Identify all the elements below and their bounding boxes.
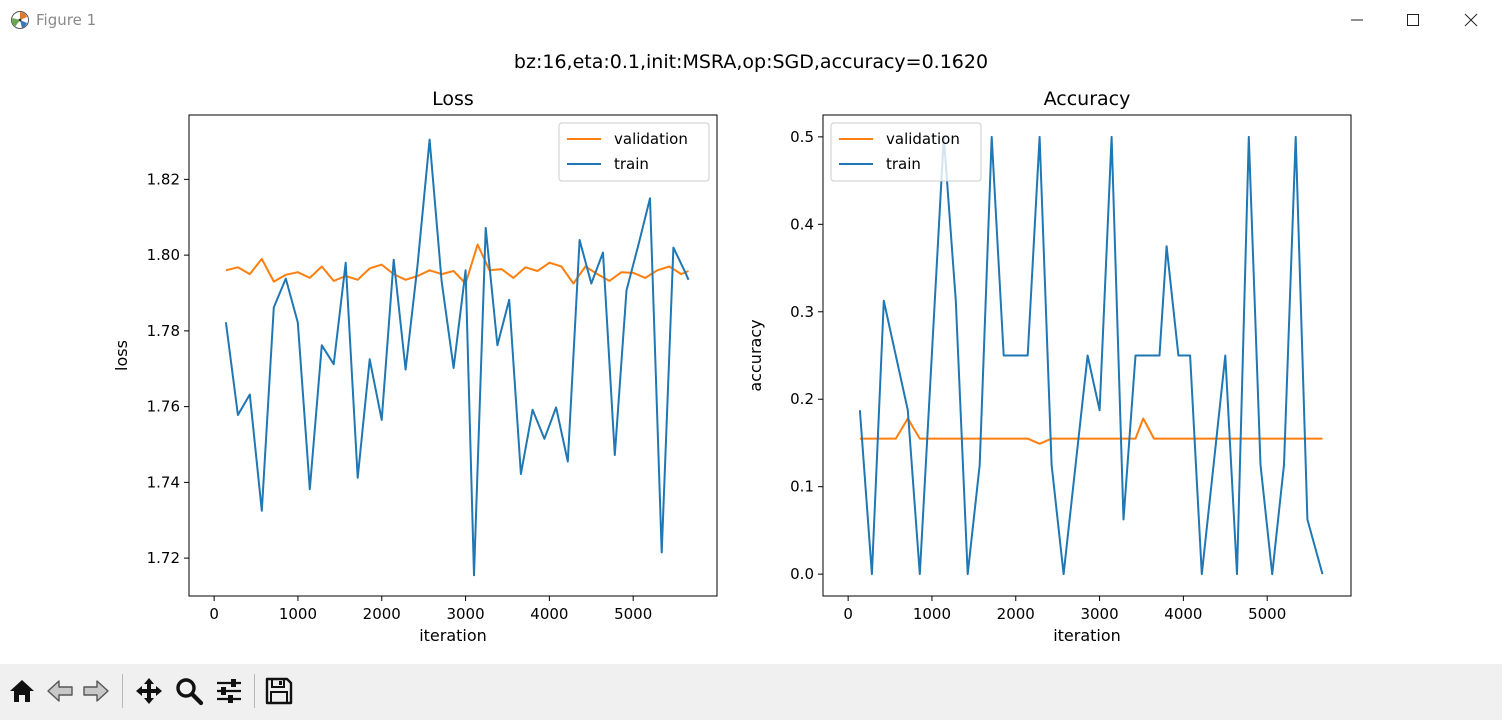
subplot-title: Loss — [432, 88, 474, 110]
x-axis-label: iteration — [419, 626, 487, 645]
floppy-disk-icon — [265, 677, 293, 705]
maximize-button[interactable] — [1384, 0, 1442, 40]
zoom-button[interactable] — [172, 674, 206, 708]
legend-label-train: train — [614, 155, 649, 173]
series-line-train — [858, 135, 1324, 576]
x-tick-label: 5000 — [1248, 605, 1286, 623]
x-tick-label: 0 — [843, 605, 853, 623]
navigation-toolbar — [0, 664, 1502, 720]
y-tick-label: 0.4 — [790, 215, 814, 233]
x-tick-label: 4000 — [530, 605, 568, 623]
maximize-icon — [1407, 14, 1419, 26]
legend-box — [558, 122, 710, 182]
x-tick-label: 2000 — [997, 605, 1035, 623]
y-tick-label: 1.82 — [147, 170, 180, 188]
window-titlebar: Figure 1 — [0, 0, 1502, 40]
configure-subplots-button[interactable] — [212, 674, 246, 708]
x-tick-label: 5000 — [614, 605, 652, 623]
arrow-right-icon — [83, 680, 109, 702]
series-line-validation — [859, 417, 1323, 445]
legend-label-validation: validation — [614, 130, 688, 148]
y-tick-label: 0.3 — [790, 303, 814, 321]
matplotlib-logo-icon — [11, 11, 29, 29]
y-tick-label: 0.5 — [790, 128, 814, 146]
pan-button[interactable] — [132, 674, 166, 708]
legend: validation train — [830, 122, 982, 182]
move-icon — [136, 678, 162, 704]
y-axis-label: loss — [112, 340, 131, 371]
x-tick-label: 1000 — [279, 605, 317, 623]
figure-svg: bz:16,eta:0.1,init:MSRA,op:SGD,accuracy=… — [112, 51, 1352, 645]
close-icon — [1464, 13, 1478, 27]
window-title: Figure 1 — [36, 11, 97, 29]
subplot-title: Accuracy — [1044, 88, 1131, 110]
y-tick-label: 0.2 — [790, 390, 814, 408]
arrow-left-icon — [47, 680, 73, 702]
close-window-button[interactable] — [1442, 0, 1500, 40]
forward-button[interactable] — [79, 674, 113, 708]
figure-canvas[interactable]: bz:16,eta:0.1,init:MSRA,op:SGD,accuracy=… — [0, 40, 1502, 664]
x-tick-label: 1000 — [913, 605, 951, 623]
y-tick-label: 0.0 — [790, 565, 814, 583]
x-tick-label: 3000 — [1080, 605, 1118, 623]
figure-suptitle: bz:16,eta:0.1,init:MSRA,op:SGD,accuracy=… — [514, 51, 988, 73]
loss-subplot: 0 1000 2000 3000 4000 5000 1.72 1.74 1.76 1.78 1.8… — [112, 88, 718, 645]
y-tick-label: 1.72 — [147, 549, 180, 567]
accuracy-subplot: 0 1000 2000 3000 4000 5000 0.0 0.1 0.2 0.3 0.4 0.5 A… — [746, 88, 1352, 645]
toolbar-separator — [254, 674, 255, 708]
series-line-validation — [225, 243, 689, 285]
save-button[interactable] — [262, 674, 296, 708]
x-tick-label: 3000 — [446, 605, 484, 623]
y-tick-label: 0.1 — [790, 478, 814, 496]
legend-label-train: train — [886, 155, 921, 173]
y-tick-label: 1.80 — [147, 246, 180, 264]
x-axis-label: iteration — [1053, 626, 1121, 645]
minimize-button[interactable] — [1328, 0, 1386, 40]
legend-label-validation: validation — [886, 130, 960, 148]
sliders-icon — [217, 679, 241, 703]
magnifier-icon — [176, 678, 204, 706]
legend: validation train — [558, 122, 710, 182]
y-axis-label: accuracy — [746, 319, 765, 391]
x-tick-label: 4000 — [1164, 605, 1202, 623]
y-tick-label: 1.78 — [147, 322, 180, 340]
minimize-icon — [1351, 19, 1363, 21]
x-tick-label: 2000 — [363, 605, 401, 623]
toolbar-separator — [122, 674, 123, 708]
axes-frame — [188, 114, 718, 597]
back-button[interactable] — [43, 674, 77, 708]
x-tick-label: 0 — [209, 605, 219, 623]
home-button[interactable] — [5, 674, 39, 708]
home-icon — [10, 680, 34, 702]
axes-frame — [822, 114, 1352, 597]
y-tick-label: 1.76 — [147, 398, 180, 416]
series-line-train — [224, 138, 690, 577]
legend-box — [830, 122, 982, 182]
y-tick-label: 1.74 — [147, 473, 180, 491]
